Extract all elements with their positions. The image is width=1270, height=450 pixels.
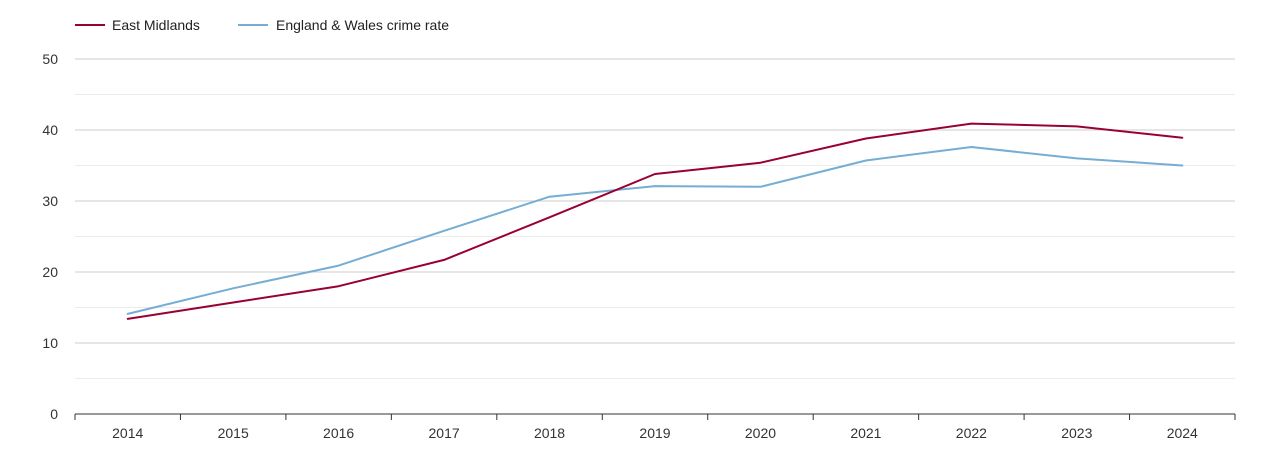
y-tick-label: 30 <box>42 193 58 209</box>
series-line-east-midlands <box>126 122 1184 320</box>
y-tick-label: 10 <box>42 335 58 351</box>
legend: East Midlands England & Wales crime rate <box>75 17 449 33</box>
x-tick-label: 2015 <box>218 425 249 441</box>
gridlines <box>75 58 1235 379</box>
x-tick-label: 2024 <box>1167 425 1198 441</box>
y-tick-label: 40 <box>42 122 58 138</box>
y-tick-label: 50 <box>42 51 58 67</box>
x-tick-label: 2020 <box>745 425 776 441</box>
legend-label-england-wales: England & Wales crime rate <box>276 17 449 33</box>
x-tick-label: 2014 <box>112 425 143 441</box>
y-tick-label: 20 <box>42 264 58 280</box>
x-tick-label: 2022 <box>956 425 987 441</box>
x-tick-label: 2018 <box>534 425 565 441</box>
series-group <box>126 122 1184 320</box>
x-tick-label: 2023 <box>1061 425 1092 441</box>
legend-label-east-midlands: East Midlands <box>112 17 200 33</box>
series-line-england-wales-crime-rate <box>126 146 1184 315</box>
x-tick-label: 2021 <box>850 425 881 441</box>
x-tick-label: 2017 <box>429 425 460 441</box>
x-tick-label: 2019 <box>639 425 670 441</box>
y-axis: 0 10 20 30 40 50 <box>42 51 58 422</box>
x-axis: 2014 2015 2016 2017 2018 2019 2020 2021 2022 2023… <box>74 413 1236 441</box>
y-tick-label: 0 <box>50 406 58 422</box>
x-tick-label: 2016 <box>323 425 354 441</box>
